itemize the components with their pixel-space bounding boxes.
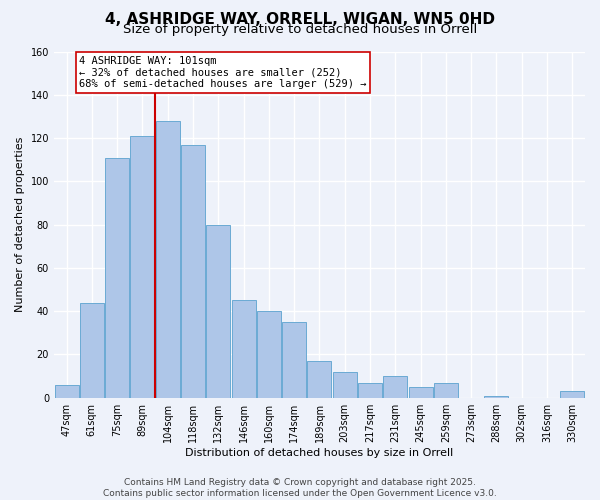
Bar: [560, 391, 584, 398]
Bar: [181, 144, 205, 398]
Text: Size of property relative to detached houses in Orrell: Size of property relative to detached ho…: [123, 22, 477, 36]
Bar: [206, 224, 230, 398]
Text: 4, ASHRIDGE WAY, ORRELL, WIGAN, WN5 0HD: 4, ASHRIDGE WAY, ORRELL, WIGAN, WN5 0HD: [105, 12, 495, 28]
Bar: [55, 384, 79, 398]
Text: 4 ASHRIDGE WAY: 101sqm
← 32% of detached houses are smaller (252)
68% of semi-de: 4 ASHRIDGE WAY: 101sqm ← 32% of detached…: [79, 56, 367, 89]
Bar: [358, 382, 382, 398]
Bar: [307, 361, 331, 398]
Bar: [257, 311, 281, 398]
Text: Contains HM Land Registry data © Crown copyright and database right 2025.
Contai: Contains HM Land Registry data © Crown c…: [103, 478, 497, 498]
Bar: [105, 158, 129, 398]
Bar: [130, 136, 154, 398]
Bar: [80, 302, 104, 398]
Bar: [282, 322, 306, 398]
X-axis label: Distribution of detached houses by size in Orrell: Distribution of detached houses by size …: [185, 448, 454, 458]
Bar: [232, 300, 256, 398]
Bar: [333, 372, 357, 398]
Bar: [484, 396, 508, 398]
Bar: [409, 387, 433, 398]
Bar: [434, 382, 458, 398]
Bar: [156, 120, 180, 398]
Y-axis label: Number of detached properties: Number of detached properties: [15, 137, 25, 312]
Bar: [383, 376, 407, 398]
